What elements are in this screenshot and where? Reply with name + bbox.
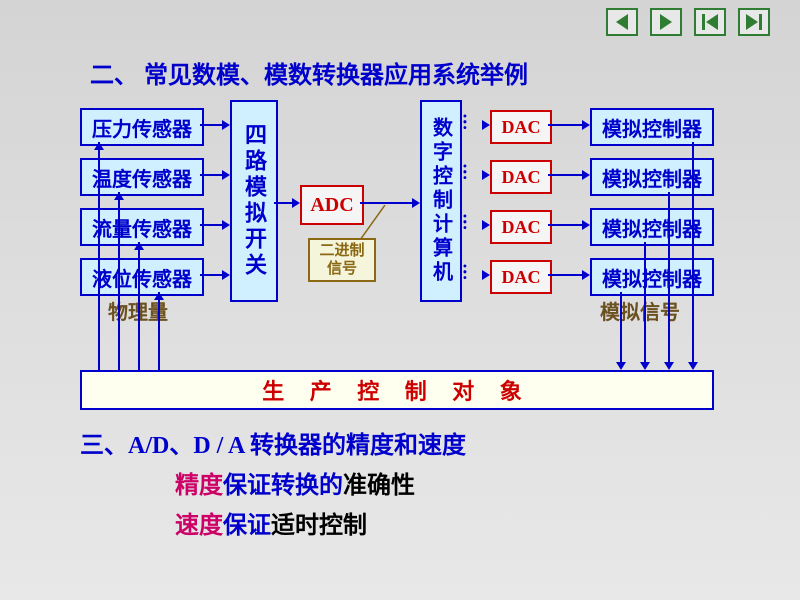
arrow-line [200, 124, 222, 126]
control-line [620, 292, 622, 364]
controller-box: 模拟控制器 [590, 258, 714, 296]
arrow-head [222, 270, 230, 280]
dac-box: DAC [490, 110, 552, 144]
precision-line: 精度保证转换的准确性 [175, 465, 415, 500]
feedback-line [138, 242, 140, 370]
nav-last[interactable] [738, 8, 770, 36]
arrow-head [222, 120, 230, 130]
t: 保证转换的 [223, 473, 343, 499]
dac-box: DAC [490, 210, 552, 244]
nav-next[interactable] [650, 8, 682, 36]
nav-buttons [606, 8, 770, 36]
arrow-head [412, 198, 420, 208]
t: 保证 [223, 513, 271, 539]
arrow-head [292, 198, 300, 208]
dac-box: DAC [490, 160, 552, 194]
arrow-head [154, 292, 164, 300]
arrow-line [200, 224, 222, 226]
t: 速度 [175, 513, 223, 539]
arrow-line [360, 202, 412, 204]
arrow-line [548, 224, 582, 226]
arrow-line [548, 174, 582, 176]
feedback-line [158, 292, 160, 370]
arrow-line [548, 124, 582, 126]
section-3-title: 三、A/D、D / A 转换器的精度和速度 [80, 425, 466, 460]
arrow-head [582, 120, 590, 130]
arrow-head [688, 362, 698, 370]
arrow-head [134, 242, 144, 250]
nav-first[interactable] [694, 8, 726, 36]
arrow-head [222, 220, 230, 230]
t: 精度 [175, 473, 223, 499]
callout-line [360, 205, 390, 240]
arrow-head [640, 362, 650, 370]
nav-prev[interactable] [606, 8, 638, 36]
arrow-head [94, 142, 104, 150]
arrow-head [482, 220, 490, 230]
arrow-line [200, 274, 222, 276]
arrow-head [582, 220, 590, 230]
adc-box: ADC [300, 185, 364, 225]
arrow-head [222, 170, 230, 180]
computer-box: 数字控制计算机 [420, 100, 462, 302]
arrow-head [582, 270, 590, 280]
control-line [692, 142, 694, 364]
controller-box: 模拟控制器 [590, 208, 714, 246]
dots: :: [462, 114, 468, 126]
arrow-line [548, 274, 582, 276]
arrow-head [482, 120, 490, 130]
sensor-pressure: 压力传感器 [80, 108, 204, 146]
dac-box: DAC [490, 260, 552, 294]
dots: :: [462, 214, 468, 226]
speed-line: 速度保证适时控制 [175, 505, 367, 540]
arrow-head [664, 362, 674, 370]
arrow-head [616, 362, 626, 370]
feedback-line [118, 192, 120, 370]
arrow-line [200, 174, 222, 176]
arrow-line [274, 202, 292, 204]
dots: :: [462, 164, 468, 176]
control-line [644, 242, 646, 364]
controller-box: 模拟控制器 [590, 158, 714, 196]
controller-box: 模拟控制器 [590, 108, 714, 146]
arrow-head [582, 170, 590, 180]
arrow-head [482, 270, 490, 280]
annotation-binary: 二进制 信号 [308, 238, 376, 282]
production-box: 生 产 控 制 对 象 [80, 370, 714, 410]
arrow-head [482, 170, 490, 180]
control-line [668, 192, 670, 364]
annotation-text: 二进制 信号 [319, 243, 364, 277]
feedback-line [98, 142, 100, 370]
dots: :: [462, 264, 468, 276]
mux-box: 四路模拟开关 [230, 100, 278, 302]
t: 准确性 [343, 473, 415, 499]
arrow-head [114, 192, 124, 200]
section-2-title: 二、 常见数模、模数转换器应用系统举例 [90, 55, 528, 90]
t: 适时控制 [271, 513, 367, 539]
